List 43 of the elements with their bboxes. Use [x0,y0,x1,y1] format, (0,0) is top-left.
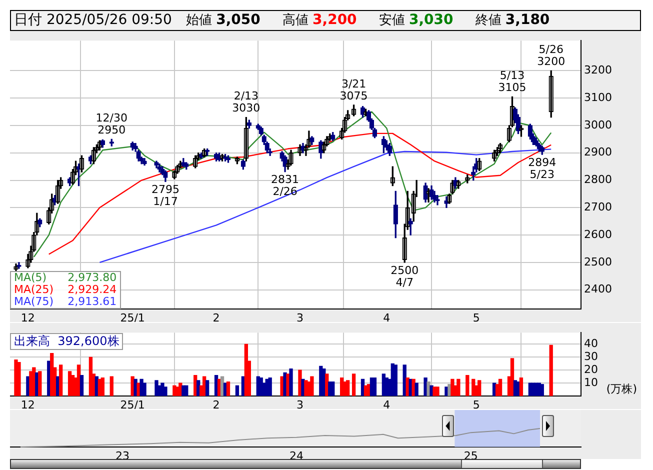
y-tick-label: 2900 [584,146,612,159]
y-tick-label: 10 [584,376,598,389]
x-tick-label: 5 [472,311,480,324]
x-tick-label: 3 [296,398,304,412]
annotation: 2,929.24 [68,283,117,296]
y-tick-label: 3100 [584,90,612,104]
y-tick-label: 30 [584,350,598,364]
text: MA(25) [14,283,54,296]
annotation: 2795 1/17 [151,183,180,208]
y-tick-label: 40 [584,337,598,350]
text: 始値 3,050 高値 3,200 安値 3,030 終値 3,180 [186,12,550,28]
annotation: 5/26 3200 [537,43,566,68]
annotation: 2,913.61 [68,295,117,308]
x-tick-label: 24 [289,449,304,462]
text: MA(75) [14,295,54,308]
y-tick-label: 20 [584,362,598,376]
x-tick-label: 12 [20,311,35,324]
annotation: 2/13 3030 [232,90,260,115]
y-tick-label: 2500 [584,255,612,268]
x-tick-label: 2 [212,398,220,412]
y-tick-label: 2800 [584,173,612,186]
x-tick-label: 5 [472,398,480,412]
y-axis-title: (万株) [606,382,637,396]
y-tick-label: 3000 [584,118,612,132]
annotation: 3/21 3075 [340,77,368,102]
annotation: 2500 4/7 [390,264,419,289]
annotation: 5/13 3105 [498,69,526,94]
annotation: 2894 5/23 [528,156,556,181]
x-tick-label: 12 [20,398,35,412]
annotation: 2,973.80 [68,271,117,284]
y-tick-label: 2400 [584,282,612,296]
y-tick-label: 2700 [584,200,612,214]
x-tick-label: 2 [212,311,220,324]
annotation: 2831 2/26 [271,173,300,198]
chart-title: 日付 2025/05/26 09:50 [14,12,172,28]
x-tick-label: 3 [296,311,304,324]
x-tick-label: 4 [383,311,390,324]
series-label: MA(5) [14,271,47,284]
y-tick-label: 3200 [584,64,612,77]
annotation: 12/30 2950 [96,112,128,137]
y-tick-label: 2600 [584,228,612,241]
chart-title: 出来高 392,600株 [10,332,124,350]
x-tick-label: 4 [383,398,390,412]
